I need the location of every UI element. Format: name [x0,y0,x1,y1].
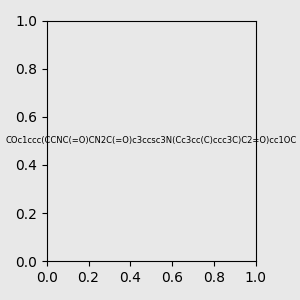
Text: COc1ccc(CCNC(=O)CN2C(=O)c3ccsc3N(Cc3cc(C)ccc3C)C2=O)cc1OC: COc1ccc(CCNC(=O)CN2C(=O)c3ccsc3N(Cc3cc(C… [5,136,297,146]
